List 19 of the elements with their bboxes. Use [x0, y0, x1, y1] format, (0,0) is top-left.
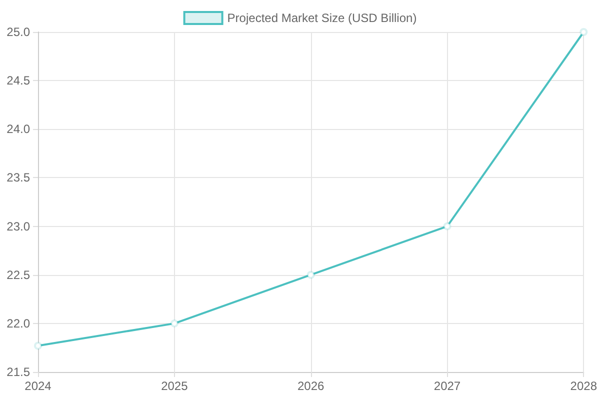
- y-tick-label: 24.5: [6, 74, 30, 88]
- x-tick-label: 2025: [161, 379, 188, 393]
- point: [34, 342, 42, 350]
- y-tick-label: 22.5: [6, 268, 30, 282]
- x-tick-label: 2028: [570, 379, 598, 393]
- point: [170, 319, 178, 328]
- x-tick-label: 2027: [434, 379, 461, 393]
- legend-label: Projected Market Size (USD Billion): [227, 11, 417, 25]
- point: [306, 270, 315, 279]
- y-tick-label: 25.0: [6, 25, 30, 39]
- y-tick-label: 23.5: [6, 170, 30, 185]
- x-tick-label: 2026: [297, 379, 324, 393]
- y-tick-label: 23.0: [6, 219, 30, 234]
- point: [580, 28, 588, 36]
- y-tick-label: 24.0: [6, 122, 30, 136]
- y-tick-label: 21.5: [6, 365, 30, 379]
- y-tick-label: 22.0: [6, 316, 30, 330]
- point: [443, 222, 452, 230]
- x-tick-label: 2024: [24, 379, 52, 393]
